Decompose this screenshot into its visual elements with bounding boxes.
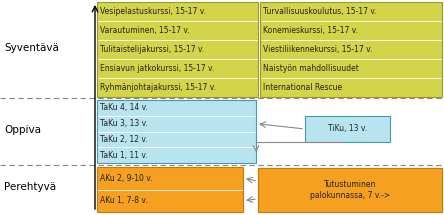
Bar <box>97 21 258 40</box>
Text: Syventävä: Syventävä <box>4 43 59 53</box>
Text: Vesipelastuskurssi, 15-17 v.: Vesipelastuskurssi, 15-17 v. <box>100 7 206 16</box>
Bar <box>97 100 256 163</box>
Text: Varautuminen, 15-17 v.: Varautuminen, 15-17 v. <box>100 26 190 35</box>
Text: TaKu 3, 13 v.: TaKu 3, 13 v. <box>100 119 148 128</box>
Bar <box>97 59 258 78</box>
Bar <box>260 78 442 97</box>
Text: International Rescue: International Rescue <box>263 83 342 92</box>
Text: TaKu 1, 11 v.: TaKu 1, 11 v. <box>100 151 147 160</box>
Bar <box>260 21 442 40</box>
Bar <box>97 2 258 21</box>
Bar <box>97 189 243 212</box>
Text: Konemieskurssi, 15-17 v.: Konemieskurssi, 15-17 v. <box>263 26 358 35</box>
Bar <box>260 59 442 78</box>
Text: AKu 1, 7-8 v.: AKu 1, 7-8 v. <box>100 196 147 205</box>
Text: TiKu, 13 v.: TiKu, 13 v. <box>328 124 367 134</box>
Bar <box>97 100 256 116</box>
Bar <box>258 168 442 212</box>
Text: Naistyön mahdollisuudet: Naistyön mahdollisuudet <box>263 64 359 73</box>
Bar <box>97 167 243 212</box>
Text: Tulitaistelijakurssi, 15-17 v.: Tulitaistelijakurssi, 15-17 v. <box>100 45 204 54</box>
Text: TaKu 4, 14 v.: TaKu 4, 14 v. <box>100 103 148 112</box>
Bar <box>97 132 256 147</box>
Text: Perehtyvä: Perehtyvä <box>4 182 56 192</box>
Text: Ryhmänjohtajakurssi, 15-17 v.: Ryhmänjohtajakurssi, 15-17 v. <box>100 83 216 92</box>
Text: Viestiliikennekurssi, 15-17 v.: Viestiliikennekurssi, 15-17 v. <box>263 45 373 54</box>
Bar <box>97 40 258 59</box>
Bar <box>97 147 256 163</box>
Bar <box>97 2 258 97</box>
Text: AKu 2, 9-10 v.: AKu 2, 9-10 v. <box>100 174 152 183</box>
Text: Ensiavun jatkokurssi, 15-17 v.: Ensiavun jatkokurssi, 15-17 v. <box>100 64 214 73</box>
Bar <box>97 78 258 97</box>
Text: TaKu 2, 12 v.: TaKu 2, 12 v. <box>100 135 147 144</box>
Bar <box>260 2 442 97</box>
Bar <box>97 167 243 189</box>
Bar <box>305 116 390 142</box>
Bar <box>260 40 442 59</box>
Bar <box>97 116 256 132</box>
Bar <box>260 2 442 21</box>
Text: Tutustuminen
palokunnassa, 7 v.->: Tutustuminen palokunnassa, 7 v.-> <box>310 180 390 200</box>
Text: Oppiva: Oppiva <box>4 125 41 135</box>
Text: Turvallisuuskoulutus, 15-17 v.: Turvallisuuskoulutus, 15-17 v. <box>263 7 377 16</box>
